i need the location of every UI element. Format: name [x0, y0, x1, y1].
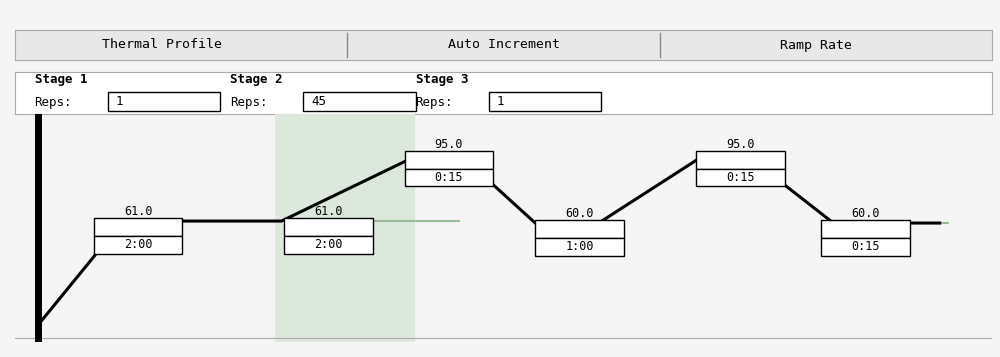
Text: 0:15: 0:15: [851, 240, 879, 253]
Bar: [696, 151, 785, 169]
Bar: [94, 236, 182, 254]
Bar: [535, 238, 624, 256]
Text: Stage 3: Stage 3: [416, 73, 468, 86]
Text: 1: 1: [497, 95, 504, 108]
Bar: [696, 169, 785, 186]
Text: Reps:: Reps:: [230, 96, 267, 109]
Text: 95.0: 95.0: [727, 138, 755, 151]
Bar: [489, 92, 601, 111]
Bar: [821, 238, 910, 256]
Text: 1:00: 1:00: [565, 240, 594, 253]
Text: 2:00: 2:00: [314, 238, 343, 251]
Bar: [303, 92, 416, 111]
Bar: [535, 220, 624, 238]
Text: Stage 1: Stage 1: [35, 73, 87, 86]
Text: Auto Increment: Auto Increment: [448, 39, 560, 51]
Text: 60.0: 60.0: [565, 207, 594, 220]
Bar: [821, 220, 910, 238]
Text: 45: 45: [311, 95, 326, 108]
Bar: [405, 151, 493, 169]
Text: 0:15: 0:15: [435, 171, 463, 184]
Text: Reps:: Reps:: [416, 96, 453, 109]
Text: 61.0: 61.0: [124, 205, 152, 218]
Text: Reps:: Reps:: [35, 96, 72, 109]
Text: 60.0: 60.0: [851, 207, 879, 220]
Bar: [275, 114, 415, 342]
Text: 2:00: 2:00: [124, 238, 152, 251]
Bar: [405, 169, 493, 186]
Text: Ramp Rate: Ramp Rate: [780, 39, 852, 51]
Bar: [284, 236, 373, 254]
Text: Thermal Profile: Thermal Profile: [102, 39, 222, 51]
Bar: [284, 218, 373, 236]
Text: 0:15: 0:15: [727, 171, 755, 184]
Bar: [94, 218, 182, 236]
Text: 95.0: 95.0: [435, 138, 463, 151]
Text: 1: 1: [116, 95, 123, 108]
Text: 61.0: 61.0: [314, 205, 343, 218]
Bar: [108, 92, 220, 111]
Text: Stage 2: Stage 2: [230, 73, 282, 86]
